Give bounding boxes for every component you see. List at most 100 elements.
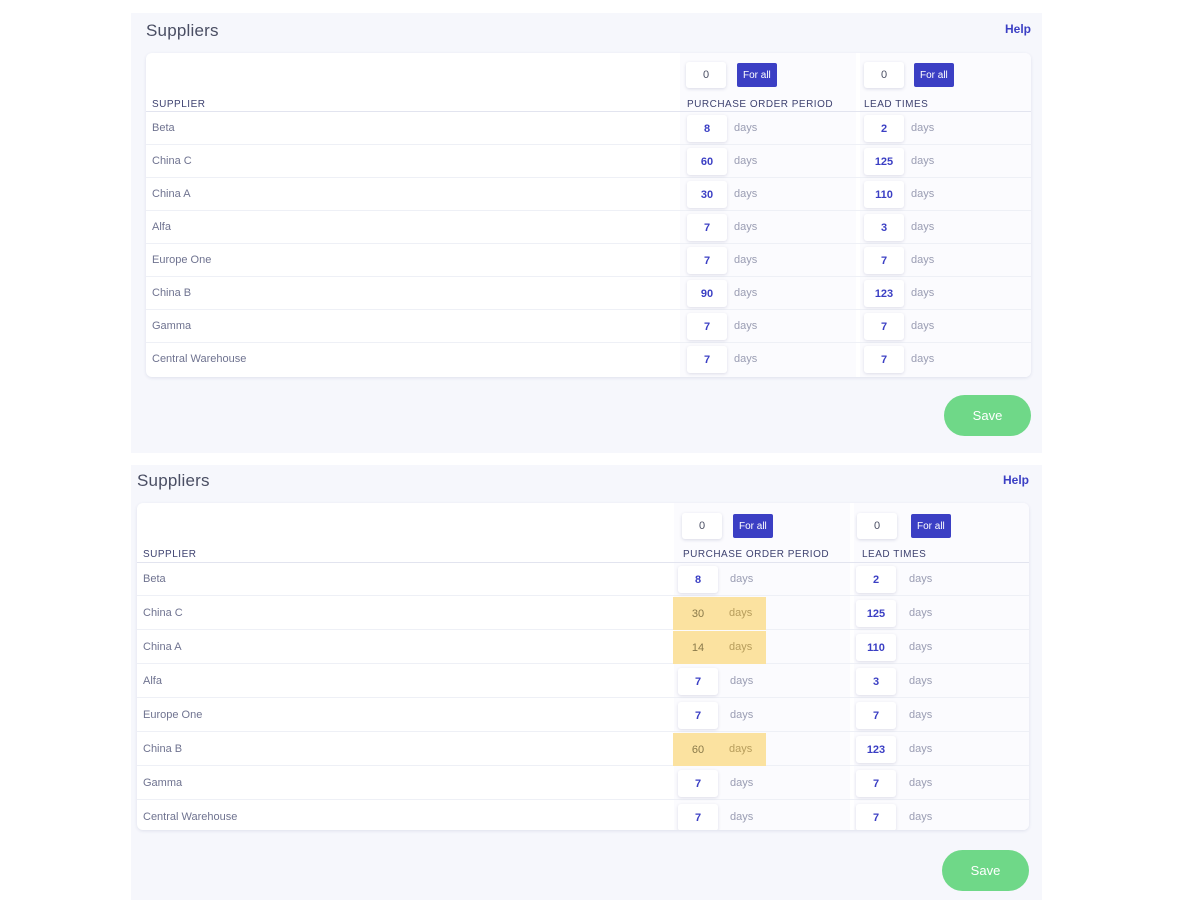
supplier-name: Gamma: [152, 320, 192, 332]
po-input[interactable]: 90: [687, 280, 727, 307]
po-unit: days: [729, 641, 753, 653]
lt-unit: days: [911, 188, 935, 200]
po-unit: days: [734, 221, 758, 233]
lt-input[interactable]: 123: [856, 736, 896, 763]
lt-input[interactable]: 7: [856, 804, 896, 830]
po-unit: days: [734, 122, 758, 134]
lt-unit: days: [911, 353, 935, 365]
po-unit: days: [730, 573, 754, 585]
save-button[interactable]: Save: [942, 850, 1029, 891]
lt-input[interactable]: 3: [864, 214, 904, 241]
lt-unit: days: [911, 155, 935, 167]
lt-input[interactable]: 3: [856, 668, 896, 695]
po-bulk-input[interactable]: 0: [682, 513, 722, 539]
supplier-name: China C: [152, 155, 192, 167]
suppliers-table: 0 For all 0 For all SUPPLIER PURCHASE OR…: [146, 53, 1031, 377]
lt-unit: days: [909, 573, 933, 585]
suppliers-panel-after: Suppliers Help 0 For all 0 For all SUPPL…: [131, 465, 1042, 900]
po-input[interactable]: 7: [678, 770, 718, 797]
lt-for-all-button[interactable]: For all: [911, 514, 951, 538]
header-divider: [137, 562, 1029, 563]
lt-input[interactable]: 7: [864, 247, 904, 274]
table-row: China B 90 days 123 days: [146, 277, 1031, 310]
supplier-name: China B: [152, 287, 192, 299]
po-input[interactable]: 7: [678, 702, 718, 729]
lt-unit: days: [911, 254, 935, 266]
lt-input[interactable]: 2: [864, 115, 904, 142]
lt-bulk-input[interactable]: 0: [864, 62, 904, 88]
lt-input[interactable]: 125: [856, 600, 896, 627]
po-unit: days: [734, 188, 758, 200]
po-bulk-input[interactable]: 0: [686, 62, 726, 88]
lt-input[interactable]: 2: [856, 566, 896, 593]
supplier-name: Alfa: [152, 221, 171, 233]
po-input[interactable]: 60: [687, 148, 727, 175]
po-for-all-button[interactable]: For all: [733, 514, 773, 538]
supplier-name: Europe One: [152, 254, 212, 266]
supplier-name: China A: [143, 641, 182, 653]
lt-for-all-button[interactable]: For all: [914, 63, 954, 87]
supplier-name: Gamma: [143, 777, 183, 789]
po-input[interactable]: 7: [687, 313, 727, 340]
po-unit: days: [734, 353, 758, 365]
table-row: Europe One 7 days 7 days: [146, 244, 1031, 277]
po-input[interactable]: 30: [678, 600, 718, 627]
help-link[interactable]: Help: [1003, 473, 1030, 487]
po-column-header: PURCHASE ORDER PERIOD: [687, 99, 834, 110]
supplier-name: China B: [143, 743, 183, 755]
lt-unit: days: [909, 641, 933, 653]
po-input[interactable]: 7: [687, 247, 727, 274]
po-for-all-button[interactable]: For all: [737, 63, 777, 87]
lt-input[interactable]: 125: [864, 148, 904, 175]
table-row: China B 60 days 123 days: [137, 733, 1029, 766]
po-input[interactable]: 8: [678, 566, 718, 593]
table-row: Alfa 7 days 3 days: [137, 665, 1029, 698]
supplier-name: Alfa: [143, 675, 162, 687]
po-unit: days: [734, 320, 758, 332]
po-unit: days: [730, 709, 754, 721]
po-input[interactable]: 14: [678, 634, 718, 661]
changed-highlight: 30 days: [673, 597, 766, 630]
table-row: Central Warehouse 7 days 7 days: [137, 801, 1029, 830]
po-unit: days: [730, 811, 754, 823]
po-unit: days: [729, 607, 753, 619]
lt-bulk-input[interactable]: 0: [857, 513, 897, 539]
suppliers-panel-before: Suppliers Help 0 For all 0 For all SUPPL…: [131, 13, 1042, 453]
lt-unit: days: [909, 675, 933, 687]
table-row: China A 30 days 110 days: [146, 178, 1031, 211]
lt-input[interactable]: 7: [856, 702, 896, 729]
lt-input[interactable]: 123: [864, 280, 904, 307]
po-unit: days: [734, 287, 758, 299]
po-unit: days: [729, 743, 753, 755]
lt-input[interactable]: 110: [864, 181, 904, 208]
lt-unit: days: [909, 777, 933, 789]
supplier-name: Central Warehouse: [143, 811, 238, 823]
lt-column-header: LEAD TIMES: [862, 549, 927, 560]
lt-input[interactable]: 7: [864, 313, 904, 340]
lt-unit: days: [909, 743, 933, 755]
lt-input[interactable]: 110: [856, 634, 896, 661]
table-row: Beta 8 days 2 days: [146, 112, 1031, 145]
lt-input[interactable]: 7: [856, 770, 896, 797]
lt-unit: days: [909, 709, 933, 721]
lt-column-header: LEAD TIMES: [864, 99, 929, 110]
lt-input[interactable]: 7: [864, 346, 904, 373]
po-unit: days: [730, 675, 754, 687]
supplier-name: Beta: [143, 573, 166, 585]
save-button[interactable]: Save: [944, 395, 1031, 436]
lt-unit: days: [911, 122, 935, 134]
po-input[interactable]: 7: [687, 214, 727, 241]
po-input[interactable]: 30: [687, 181, 727, 208]
table-row: Gamma 7 days 7 days: [137, 767, 1029, 800]
po-input[interactable]: 8: [687, 115, 727, 142]
lt-unit: days: [911, 320, 935, 332]
help-link[interactable]: Help: [1005, 22, 1032, 36]
po-input[interactable]: 60: [678, 736, 718, 763]
supplier-name: Beta: [152, 122, 175, 134]
po-input[interactable]: 7: [678, 804, 718, 830]
po-input[interactable]: 7: [687, 346, 727, 373]
po-input[interactable]: 7: [678, 668, 718, 695]
table-row: China C 30 days 125 days: [137, 597, 1029, 630]
lt-unit: days: [909, 811, 933, 823]
table-row: China C 60 days 125 days: [146, 145, 1031, 178]
